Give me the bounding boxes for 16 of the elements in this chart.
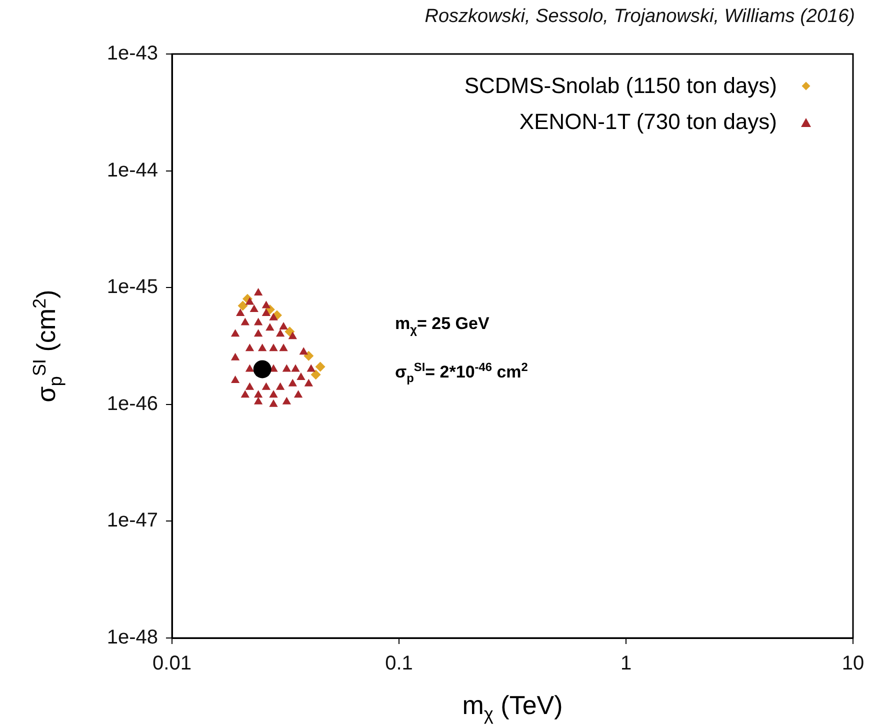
x-tick-label: 1 bbox=[620, 652, 632, 675]
annotation: σ$_{p}$$^{SI}$= 2*10$^{-46}$ cm$^{2}$ bbox=[395, 359, 528, 388]
annotation: m$_{χ}$= 25 GeV bbox=[395, 313, 490, 338]
y-tick-label: 1e-43 bbox=[106, 42, 158, 65]
y-tick-label: 1e-45 bbox=[106, 276, 158, 298]
y-tick-label: 1e-47 bbox=[106, 510, 158, 532]
y-tick-label: 1e-46 bbox=[106, 392, 158, 415]
y-tick-label: 1e-48 bbox=[106, 626, 158, 649]
chart-title: Roszkowski, Sessolo, Trojanowski, Williams (2016) bbox=[424, 6, 855, 28]
x-tick-label: 10 bbox=[842, 652, 864, 675]
y-tick-label: 1e-44 bbox=[106, 159, 158, 182]
x-axis-title: m$_{χ}$ (TeV) bbox=[461, 690, 564, 726]
legend-label: XENON-1T (730 ton days) bbox=[519, 109, 777, 135]
x-tick-label: 0.01 bbox=[152, 652, 192, 675]
x-tick-label: 0.1 bbox=[385, 652, 413, 675]
legend-label: SCDMS-Snolab (1150 ton days) bbox=[464, 73, 777, 99]
